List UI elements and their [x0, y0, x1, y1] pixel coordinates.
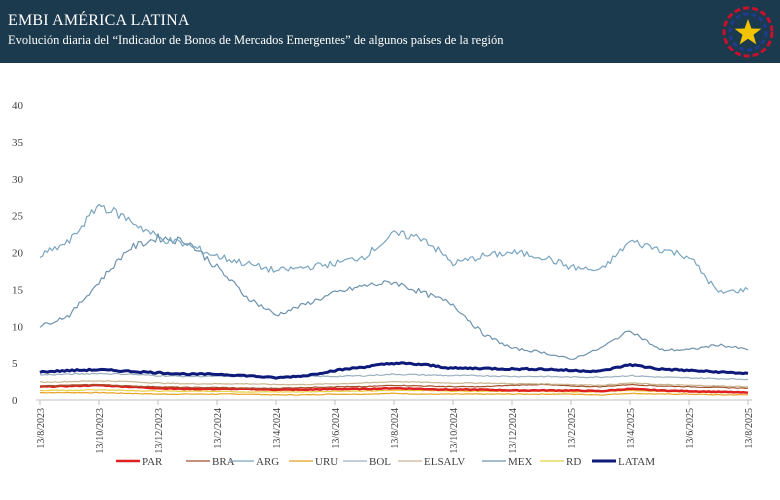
- legend-label-par: PAR: [142, 456, 163, 468]
- paraguay-star-emblem-icon: [722, 6, 774, 58]
- header-banner: EMBI AMÉRICA LATINA Evolución diaria del…: [0, 0, 780, 63]
- y-tick-label: 35: [12, 137, 24, 149]
- legend-label-rd: RD: [566, 456, 581, 468]
- x-tick-label: 13/10/2023: [95, 408, 106, 454]
- page-title: EMBI AMÉRICA LATINA: [8, 12, 190, 29]
- series-line-mex: [39, 233, 749, 360]
- legend-label-bol: BOL: [369, 456, 391, 468]
- legend-label-elsalv: ELSALV: [424, 456, 465, 468]
- y-tick-label: 5: [12, 358, 18, 370]
- x-tick-label: 13/2/2024: [213, 408, 224, 449]
- x-tick-label: 13/4/2025: [626, 408, 637, 449]
- y-tick-label: 10: [12, 321, 24, 333]
- x-tick-label: 13/6/2024: [331, 408, 342, 449]
- legend-label-bra: BRA: [212, 456, 235, 468]
- series-line-uru: [40, 391, 748, 396]
- series-line-bol: [39, 372, 749, 381]
- y-tick-label: 20: [12, 248, 24, 260]
- y-tick-label: 15: [12, 284, 24, 296]
- series-line-par: [39, 383, 749, 394]
- x-tick-label: 13/12/2023: [154, 408, 165, 454]
- series-line-rd: [39, 389, 749, 394]
- legend: PAR BRA ARG URU BOL ELSALV MEX RD LATAM: [116, 456, 655, 468]
- page-subtitle: Evolución diaria del “Indicador de Bonos…: [8, 33, 504, 47]
- series-line-latam: [39, 361, 749, 380]
- x-tick-label: 13/2/2025: [567, 408, 578, 449]
- legend-label-mex: MEX: [508, 456, 533, 468]
- x-axis-ticks: 13/8/2023 13/10/2023 13/12/2023 13/2/2024 13…: [36, 400, 755, 454]
- legend-label-arg: ARG: [256, 456, 279, 468]
- x-tick-label: 13/8/2023: [36, 408, 47, 449]
- y-axis-ticks: 0 5 10 15 20 25 30 35 40: [12, 100, 24, 407]
- x-tick-label: 13/10/2024: [449, 408, 460, 454]
- series-line-bra: [39, 383, 749, 390]
- legend-label-latam: LATAM: [618, 456, 655, 468]
- y-tick-label: 0: [12, 395, 18, 407]
- x-tick-label: 13/8/2025: [744, 408, 755, 449]
- series-line-elsalv: [40, 380, 749, 388]
- legend-label-uru: URU: [315, 456, 338, 468]
- y-tick-label: 30: [12, 174, 24, 186]
- x-tick-label: 13/4/2024: [272, 408, 283, 449]
- x-tick-label: 13/6/2025: [685, 408, 696, 449]
- series-line-arg: [39, 203, 749, 294]
- x-tick-label: 13/8/2024: [390, 408, 401, 449]
- y-tick-label: 40: [12, 100, 24, 112]
- y-tick-label: 25: [12, 211, 24, 223]
- embi-line-chart: 0 5 10 15 20 25 30 35 40 13/8/2023 13/10/2023 13/1…: [12, 100, 755, 468]
- x-tick-label: 13/12/2024: [508, 408, 519, 454]
- series-lines: [39, 203, 749, 396]
